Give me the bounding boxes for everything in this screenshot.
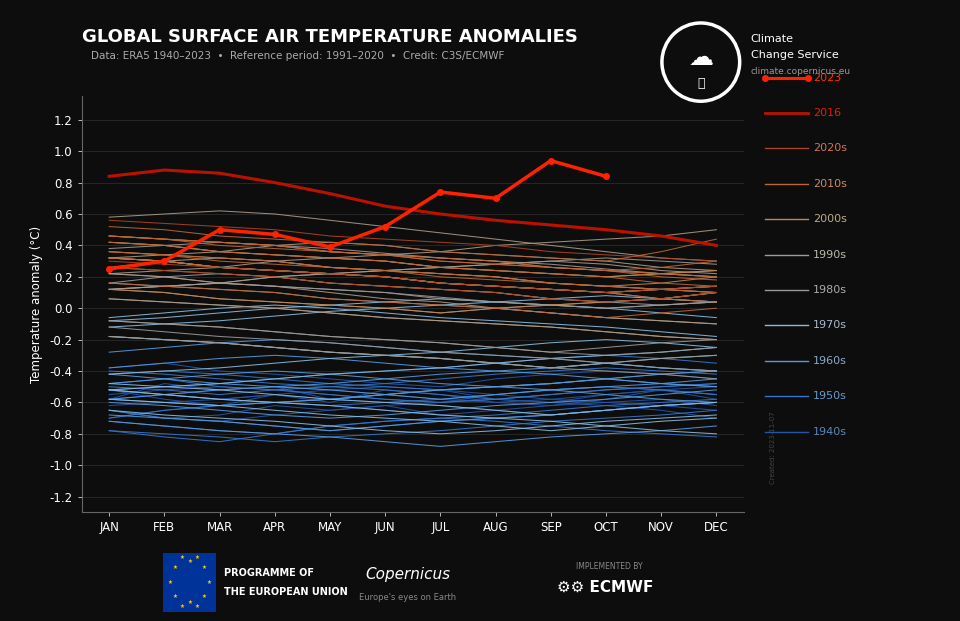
- Text: IMPLEMENTED BY: IMPLEMENTED BY: [576, 562, 642, 571]
- Text: ⚙⚙ ECMWF: ⚙⚙ ECMWF: [557, 579, 653, 594]
- Y-axis label: Temperature anomaly (°C): Temperature anomaly (°C): [30, 225, 42, 383]
- Text: ★: ★: [187, 601, 192, 605]
- Text: 2000s: 2000s: [813, 214, 847, 224]
- Text: 1990s: 1990s: [813, 250, 847, 260]
- Text: ★: ★: [202, 565, 206, 570]
- Text: 2023: 2023: [813, 73, 841, 83]
- Text: Copernicus: Copernicus: [366, 567, 450, 582]
- Text: ★: ★: [180, 555, 184, 560]
- Text: THE EUROPEAN UNION: THE EUROPEAN UNION: [224, 587, 348, 597]
- Text: 🌡: 🌡: [697, 78, 705, 90]
- Text: 1950s: 1950s: [813, 391, 847, 401]
- Text: 1970s: 1970s: [813, 320, 847, 330]
- Text: 1960s: 1960s: [813, 356, 847, 366]
- Text: 1980s: 1980s: [813, 285, 847, 295]
- Text: GLOBAL SURFACE AIR TEMPERATURE ANOMALIES: GLOBAL SURFACE AIR TEMPERATURE ANOMALIES: [82, 28, 578, 46]
- Text: ★: ★: [195, 604, 200, 609]
- Text: ★: ★: [187, 559, 192, 564]
- Text: Change Service: Change Service: [751, 50, 838, 60]
- Text: Created: 2023-11-07: Created: 2023-11-07: [770, 412, 776, 484]
- Text: 2010s: 2010s: [813, 179, 847, 189]
- Text: Data: ERA5 1940–2023  •  Reference period: 1991–2020  •  Credit: C3S/ECMWF: Data: ERA5 1940–2023 • Reference period:…: [91, 51, 505, 61]
- Text: 2016: 2016: [813, 108, 841, 118]
- Text: PROGRAMME OF: PROGRAMME OF: [224, 568, 314, 578]
- Text: climate.copernicus.eu: climate.copernicus.eu: [751, 67, 851, 76]
- Text: ★: ★: [195, 555, 200, 560]
- Text: Europe's eyes on Earth: Europe's eyes on Earth: [359, 593, 457, 602]
- Text: 2020s: 2020s: [813, 143, 847, 153]
- Text: ★: ★: [168, 579, 173, 585]
- Text: ★: ★: [202, 594, 206, 599]
- Text: Climate: Climate: [751, 34, 794, 44]
- Text: ★: ★: [173, 594, 178, 599]
- Text: ★: ★: [180, 604, 184, 609]
- Text: ☁: ☁: [688, 46, 713, 70]
- Text: ★: ★: [173, 565, 178, 570]
- Text: ★: ★: [206, 579, 211, 585]
- Text: 1940s: 1940s: [813, 427, 847, 437]
